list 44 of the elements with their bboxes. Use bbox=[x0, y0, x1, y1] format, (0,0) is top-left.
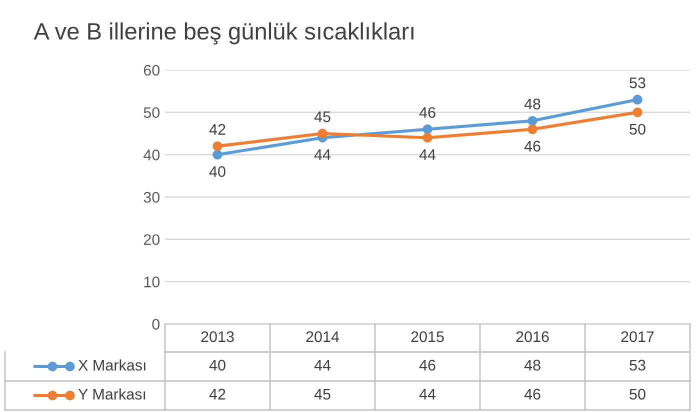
data-label: 45 bbox=[314, 388, 330, 400]
legend-label: Y Markası bbox=[78, 388, 146, 400]
y-tick-label: 10 bbox=[144, 276, 160, 288]
data-label: 46 bbox=[524, 388, 540, 400]
legend-label: X Markası bbox=[78, 359, 146, 371]
data-label: 42 bbox=[209, 388, 226, 400]
x-tick-label: 2014 bbox=[306, 331, 340, 342]
annotation: 46 bbox=[419, 107, 436, 118]
y-tick-label: 40 bbox=[144, 150, 160, 160]
data-label: 53 bbox=[630, 360, 646, 371]
point bbox=[632, 107, 642, 118]
annotation: 42 bbox=[209, 124, 226, 135]
annotation: 50 bbox=[630, 124, 646, 135]
annotation: 44 bbox=[419, 149, 436, 160]
point bbox=[212, 150, 222, 160]
annotation: 48 bbox=[524, 98, 540, 110]
annotation: 53 bbox=[630, 77, 646, 88]
annotation: 45 bbox=[314, 111, 330, 122]
y-tick-label: 20 bbox=[144, 234, 160, 246]
x-tick-label: 2016 bbox=[516, 331, 549, 342]
data-label: 44 bbox=[314, 360, 331, 370]
data-label: 46 bbox=[419, 360, 436, 371]
y-tick-label: 50 bbox=[144, 107, 160, 118]
data-label: 44 bbox=[419, 388, 436, 400]
y-tick-label: 30 bbox=[144, 192, 160, 203]
x-tick-label: 2015 bbox=[411, 331, 444, 342]
point bbox=[318, 128, 328, 138]
x-tick-label: 2013 bbox=[201, 331, 234, 342]
data-label: 40 bbox=[209, 360, 226, 371]
chart-title: A ve B illerine beş günlük sıcaklıkları bbox=[34, 22, 414, 44]
y-tick-label: 60 bbox=[144, 64, 160, 76]
y-tick-label: 0 bbox=[152, 318, 160, 330]
point bbox=[528, 124, 538, 134]
point bbox=[632, 94, 642, 104]
x-tick-label: 2017 bbox=[621, 331, 654, 342]
point bbox=[528, 116, 538, 126]
annotation: 40 bbox=[209, 166, 226, 177]
point bbox=[422, 124, 432, 134]
data-label: 50 bbox=[630, 388, 646, 400]
point bbox=[212, 141, 222, 152]
annotation: 46 bbox=[524, 140, 540, 152]
data-label: 48 bbox=[524, 360, 540, 371]
point bbox=[422, 132, 432, 143]
annotation: 44 bbox=[314, 149, 331, 160]
